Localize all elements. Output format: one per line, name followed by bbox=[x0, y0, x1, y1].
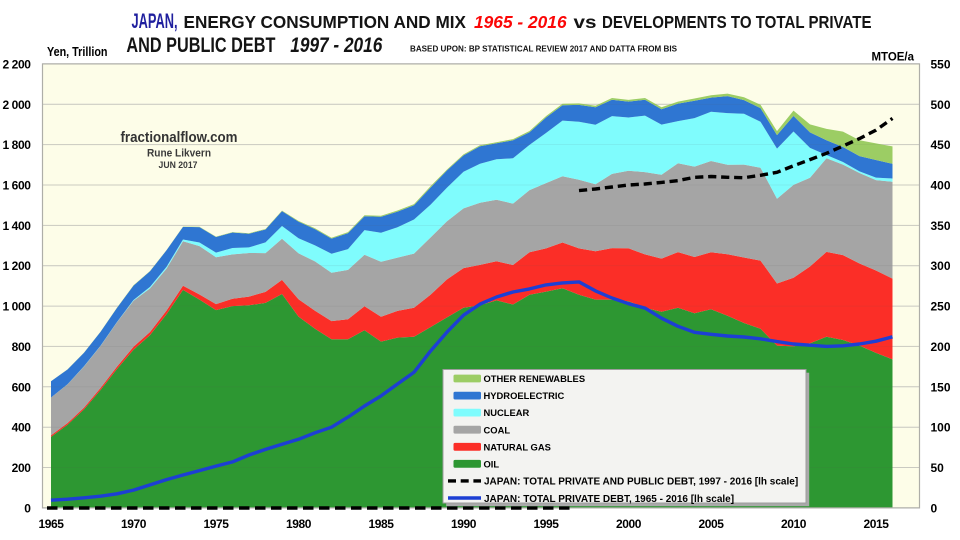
svg-text:DEVELOPMENTS TO TOTAL PRIVATE: DEVELOPMENTS TO TOTAL PRIVATE bbox=[602, 12, 872, 32]
svg-text:JAPAN: TOTAL PRIVATE AND PUBLI: JAPAN: TOTAL PRIVATE AND PUBLIC DEBT, 19… bbox=[484, 477, 798, 488]
svg-text:1985: 1985 bbox=[368, 517, 394, 531]
svg-text:1980: 1980 bbox=[286, 517, 312, 531]
svg-text:1990: 1990 bbox=[451, 517, 477, 531]
svg-text:JUN 2017: JUN 2017 bbox=[159, 160, 198, 171]
svg-text:1970: 1970 bbox=[121, 517, 147, 531]
svg-text:450: 450 bbox=[931, 138, 951, 152]
svg-text:2 200: 2 200 bbox=[2, 57, 31, 71]
svg-text:fractionalflow.com: fractionalflow.com bbox=[121, 130, 238, 146]
svg-text:JAPAN: TOTAL PRIVATE DEBT, 196: JAPAN: TOTAL PRIVATE DEBT, 1965 - 2016 [… bbox=[484, 494, 734, 505]
svg-text:1 000: 1 000 bbox=[2, 300, 31, 314]
svg-text:200: 200 bbox=[931, 340, 951, 354]
svg-text:150: 150 bbox=[931, 380, 951, 394]
svg-text:350: 350 bbox=[931, 219, 951, 233]
svg-text:400: 400 bbox=[12, 421, 32, 435]
svg-text:1965: 1965 bbox=[38, 517, 64, 531]
svg-text:OIL: OIL bbox=[484, 458, 500, 469]
svg-text:0: 0 bbox=[931, 501, 938, 515]
svg-text:COAL: COAL bbox=[484, 424, 511, 435]
svg-text:vs: vs bbox=[574, 12, 597, 32]
svg-text:550: 550 bbox=[931, 57, 951, 71]
svg-text:50: 50 bbox=[931, 461, 945, 475]
svg-text:1965 - 2016: 1965 - 2016 bbox=[474, 12, 567, 32]
svg-text:800: 800 bbox=[12, 340, 32, 354]
svg-text:BASED UPON: BP STATISTICAL REV: BASED UPON: BP STATISTICAL REVIEW 2017 A… bbox=[410, 43, 677, 53]
svg-text:HYDROELECTRIC: HYDROELECTRIC bbox=[484, 390, 565, 401]
svg-text:2005: 2005 bbox=[698, 517, 724, 531]
svg-text:MTOE/a: MTOE/a bbox=[872, 49, 915, 63]
svg-text:500: 500 bbox=[931, 98, 951, 112]
svg-text:600: 600 bbox=[12, 380, 32, 394]
svg-text:NUCLEAR: NUCLEAR bbox=[484, 407, 530, 418]
svg-text:1975: 1975 bbox=[203, 517, 229, 531]
svg-text:ENERGY CONSUMPTION AND MIX: ENERGY CONSUMPTION AND MIX bbox=[184, 12, 467, 32]
svg-text:250: 250 bbox=[931, 300, 951, 314]
svg-text:NATURAL GAS: NATURAL GAS bbox=[484, 441, 551, 452]
svg-text:1 800: 1 800 bbox=[2, 138, 31, 152]
svg-text:1995: 1995 bbox=[533, 517, 559, 531]
svg-text:1997 - 2016: 1997 - 2016 bbox=[290, 34, 382, 57]
svg-text:2000: 2000 bbox=[616, 517, 642, 531]
svg-text:0: 0 bbox=[24, 501, 31, 515]
svg-text:1 600: 1 600 bbox=[2, 179, 31, 193]
svg-text:1 400: 1 400 bbox=[2, 219, 31, 233]
svg-text:1 200: 1 200 bbox=[2, 259, 31, 273]
svg-text:100: 100 bbox=[931, 421, 951, 435]
svg-text:2015: 2015 bbox=[863, 517, 889, 531]
svg-text:JAPAN,: JAPAN, bbox=[132, 10, 178, 33]
svg-text:400: 400 bbox=[931, 179, 951, 193]
svg-text:OTHER RENEWABLES: OTHER RENEWABLES bbox=[484, 373, 586, 384]
svg-text:AND PUBLIC DEBT: AND PUBLIC DEBT bbox=[126, 34, 275, 57]
svg-text:Rune Likvern: Rune Likvern bbox=[147, 148, 211, 160]
svg-text:200: 200 bbox=[12, 461, 32, 475]
svg-text:Yen, Trillion: Yen, Trillion bbox=[47, 44, 108, 59]
svg-text:2 000: 2 000 bbox=[2, 98, 31, 112]
svg-text:2010: 2010 bbox=[781, 517, 807, 531]
svg-text:300: 300 bbox=[931, 259, 951, 273]
